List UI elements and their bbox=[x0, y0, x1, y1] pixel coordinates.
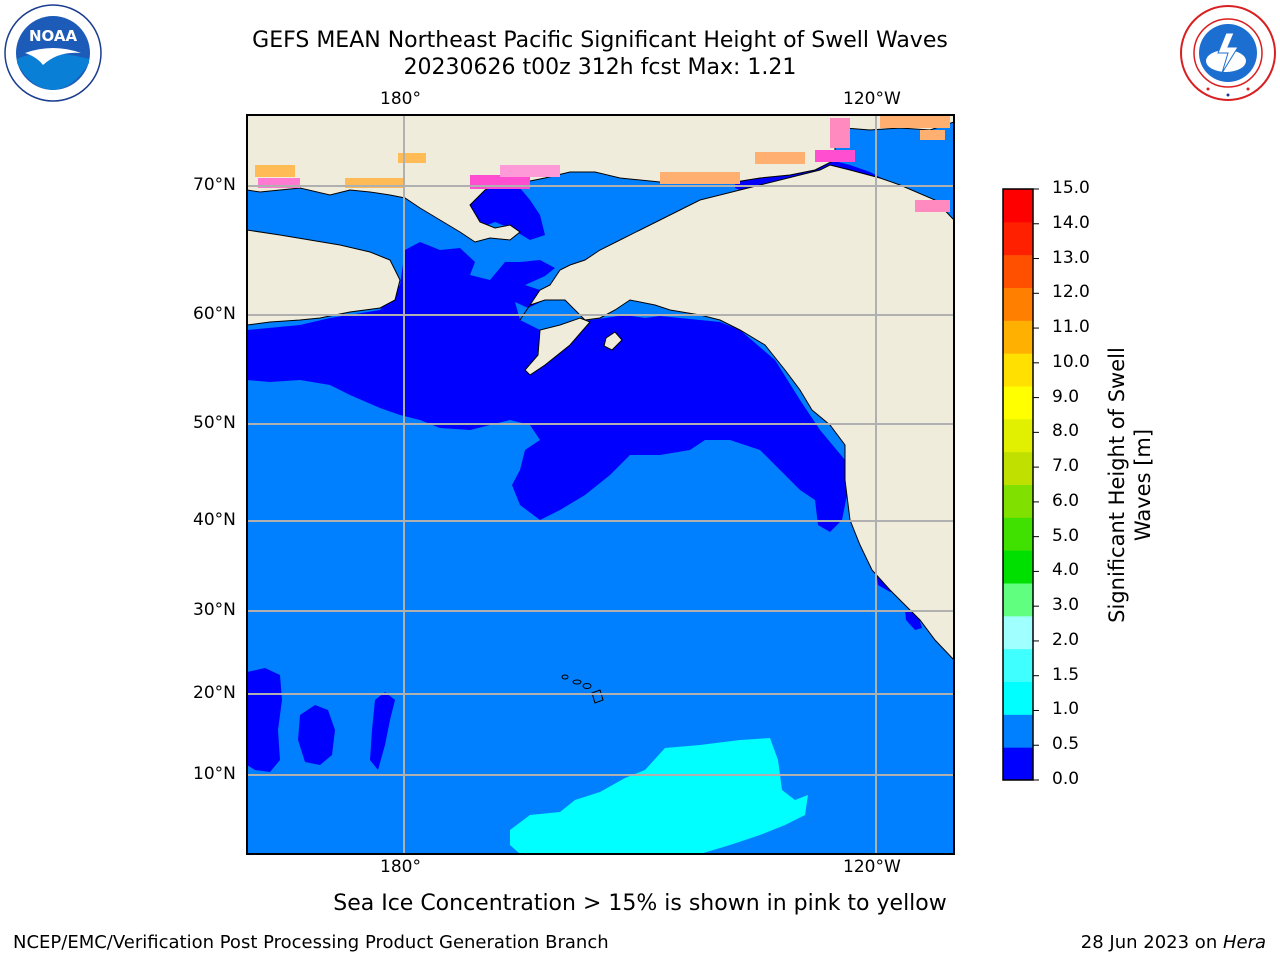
colorbar-bin bbox=[1003, 254, 1033, 288]
colorbar-bin bbox=[1003, 484, 1033, 518]
colorbar-tick-label: 13.0 bbox=[1052, 247, 1090, 268]
lat-label-70n: 70°N bbox=[193, 175, 236, 195]
colorbar-bin bbox=[1003, 221, 1033, 256]
colorbar-bin bbox=[1003, 648, 1033, 682]
lat-label-30n: 30°N bbox=[193, 600, 236, 620]
lat-label-10n: 10°N bbox=[193, 764, 236, 784]
lat-label-20n: 20°N bbox=[193, 683, 236, 703]
colorbar-bin bbox=[1003, 451, 1033, 485]
colorbar-tick-label: 7.0 bbox=[1052, 456, 1080, 477]
colorbar bbox=[1003, 188, 1039, 781]
colorbar-bin bbox=[1003, 681, 1033, 715]
colorbar-tick-label: 11.0 bbox=[1052, 317, 1090, 338]
colorbar-bin bbox=[1003, 418, 1033, 453]
colorbar-tick-label: 2.0 bbox=[1052, 629, 1080, 650]
colorbar-tick-label: 4.0 bbox=[1052, 560, 1080, 581]
colorbar-tick-label: 8.0 bbox=[1052, 421, 1080, 442]
colorbar-frame bbox=[1002, 188, 1034, 781]
colorbar-tick-label: 10.0 bbox=[1052, 351, 1090, 372]
lat-label-50n: 50°N bbox=[193, 413, 236, 433]
colorbar-bin bbox=[1003, 615, 1033, 650]
noaa-logo-text: NOAA bbox=[29, 27, 78, 45]
footer-date: 28 Jun 2023 on Hera bbox=[1081, 932, 1266, 953]
colorbar-bin bbox=[1003, 353, 1033, 387]
sea-ice-overlay bbox=[255, 116, 950, 212]
colorbar-tick-label: 6.0 bbox=[1052, 490, 1080, 511]
map-frame bbox=[246, 114, 955, 855]
lon-label-top-180: 180° bbox=[380, 89, 421, 109]
noaa-logo: NOAA bbox=[3, 3, 103, 103]
swell-high-region bbox=[510, 738, 808, 854]
colorbar-title-line2: Waves [m] bbox=[1131, 428, 1155, 542]
colorbar-bin bbox=[1003, 747, 1033, 781]
colorbar-title-line1: Significant Height of Swell bbox=[1105, 347, 1129, 623]
nws-logo bbox=[1178, 3, 1278, 103]
colorbar-bin bbox=[1003, 517, 1033, 551]
colorbar-bin bbox=[1003, 189, 1033, 223]
sea-ice-note: Sea Ice Concentration > 15% is shown in … bbox=[333, 891, 947, 916]
colorbar-tick-label: 12.0 bbox=[1052, 282, 1090, 303]
colorbar-bin bbox=[1003, 320, 1033, 354]
lat-label-40n: 40°N bbox=[193, 510, 236, 530]
colorbar-bin bbox=[1003, 287, 1033, 321]
lat-label-60n: 60°N bbox=[193, 304, 236, 324]
colorbar-tick-label: 15.0 bbox=[1052, 178, 1090, 198]
lon-label-bottom-180: 180° bbox=[380, 857, 421, 877]
colorbar-bin bbox=[1003, 386, 1033, 420]
colorbar-tick-label: 9.0 bbox=[1052, 386, 1080, 407]
colorbar-bin bbox=[1003, 583, 1033, 617]
land-masses bbox=[247, 115, 954, 661]
colorbar-bin bbox=[1003, 550, 1033, 584]
footer-machine: Hera bbox=[1222, 932, 1266, 953]
colorbar-tick-label: 14.0 bbox=[1052, 212, 1090, 233]
colorbar-tick-label: 0.5 bbox=[1052, 734, 1080, 755]
map-title: GEFS MEAN Northeast Pacific Significant … bbox=[252, 28, 948, 53]
graticule bbox=[247, 115, 954, 854]
colorbar-tick-label: 1.5 bbox=[1052, 664, 1080, 685]
map-subtitle: 20230626 t00z 312h fcst Max: 1.21 bbox=[403, 55, 797, 80]
lon-label-top-120w: 120°W bbox=[843, 89, 901, 109]
colorbar-tick-label: 1.0 bbox=[1052, 699, 1080, 720]
colorbar-tick-label: 5.0 bbox=[1052, 525, 1080, 546]
hawaii-islands bbox=[561, 674, 604, 704]
colorbar-tick-label: 3.0 bbox=[1052, 595, 1080, 616]
colorbar-bin bbox=[1003, 714, 1033, 748]
footer-branch: NCEP/EMC/Verification Post Processing Pr… bbox=[13, 932, 609, 953]
colorbar-tick-label: 0.0 bbox=[1052, 769, 1080, 789]
footer-date-text: 28 Jun 2023 on bbox=[1080, 932, 1223, 953]
lon-label-bottom-120w: 120°W bbox=[843, 857, 901, 877]
map-panel bbox=[247, 115, 954, 854]
